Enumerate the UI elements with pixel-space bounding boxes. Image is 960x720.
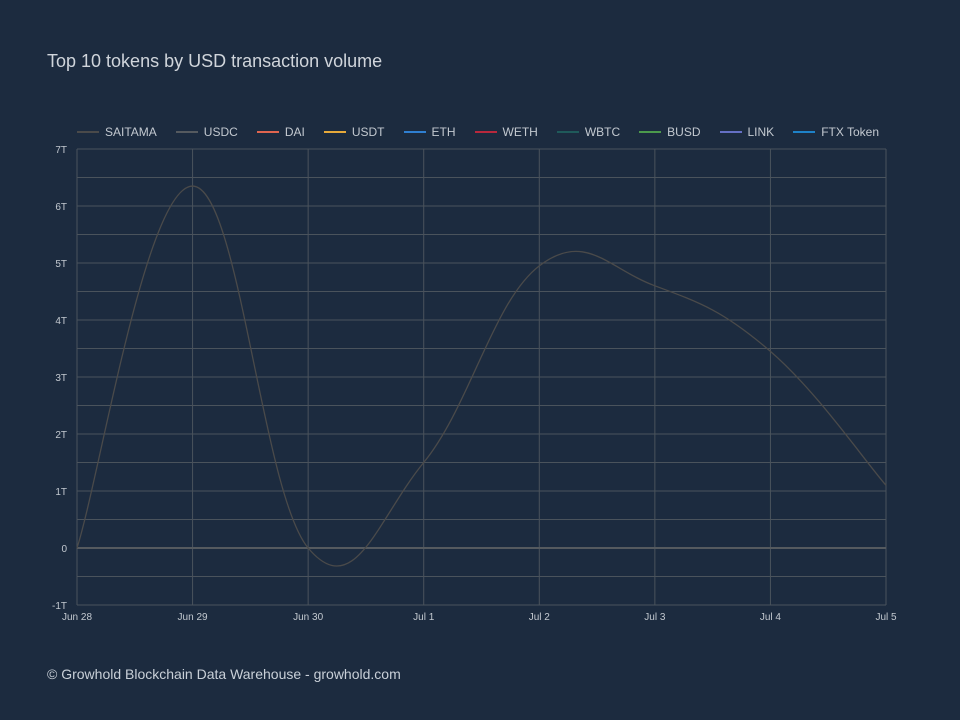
y-tick-label: 2T: [55, 430, 67, 441]
x-tick-label: Jun 29: [178, 612, 208, 623]
series-line-saitama: [76, 185, 887, 567]
x-tick-label: Jul 4: [760, 612, 782, 623]
legend-label: SAITAMA: [105, 125, 157, 139]
legend-label: WETH: [502, 125, 538, 139]
chart-legend: SAITAMA USDC DAI USDT ETH WETH WBTC BUSD LINK FTX…: [77, 124, 898, 140]
legend-item-weth[interactable]: WETH: [474, 125, 538, 139]
y-tick-label: -1T: [52, 601, 67, 612]
y-tick-label: 6T: [55, 202, 67, 213]
legend-label: FTX Token: [821, 125, 879, 139]
x-tick-label: Jun 28: [62, 612, 92, 623]
legend-label: USDC: [203, 125, 238, 139]
legend-swatch: [474, 131, 497, 133]
legend-item-ftx-token[interactable]: FTX Token: [793, 125, 879, 139]
legend-item-wbtc[interactable]: WBTC: [556, 125, 621, 139]
chart-title: Top 10 tokens by USD transaction volume: [47, 51, 383, 71]
legend-label: BUSD: [667, 125, 701, 139]
y-tick-label: 4T: [55, 316, 67, 327]
legend-swatch: [403, 131, 426, 133]
y-tick-label: 1T: [55, 487, 67, 498]
legend-swatch: [256, 131, 279, 133]
x-tick-label: Jul 1: [413, 612, 435, 623]
legend-item-eth[interactable]: ETH: [403, 125, 456, 139]
legend-item-usdc[interactable]: USDC: [175, 125, 238, 139]
legend-swatch: [639, 131, 662, 133]
x-tick-label: Jun 30: [293, 612, 323, 623]
y-tick-label: 7T: [55, 145, 67, 156]
y-tick-label: 5T: [55, 259, 67, 270]
legend-item-dai[interactable]: DAI: [256, 125, 305, 139]
x-tick-label: Jul 2: [529, 612, 551, 623]
legend-label: DAI: [284, 125, 305, 139]
legend-swatch: [77, 131, 99, 133]
y-tick-label: 0: [61, 544, 67, 555]
legend-swatch: [793, 131, 816, 133]
legend-label: ETH: [431, 125, 456, 139]
legend-swatch: [556, 131, 579, 133]
x-tick-label: Jul 5: [875, 612, 897, 623]
legend-item-saitama[interactable]: SAITAMA: [77, 125, 157, 139]
y-tick-label: 3T: [55, 373, 67, 384]
legend-label: WBTC: [584, 125, 621, 139]
footer-credit: © Growhold Blockchain Data Warehouse - g…: [47, 666, 401, 682]
legend-swatch: [719, 131, 742, 133]
legend-item-usdt[interactable]: USDT: [323, 125, 385, 139]
legend-swatch: [175, 131, 198, 133]
legend-swatch: [323, 131, 346, 133]
legend-label: LINK: [747, 125, 775, 139]
legend-label: USDT: [351, 125, 385, 139]
legend-item-busd[interactable]: BUSD: [639, 125, 701, 139]
x-tick-label: Jul 3: [644, 612, 666, 623]
legend-item-link[interactable]: LINK: [719, 125, 775, 139]
